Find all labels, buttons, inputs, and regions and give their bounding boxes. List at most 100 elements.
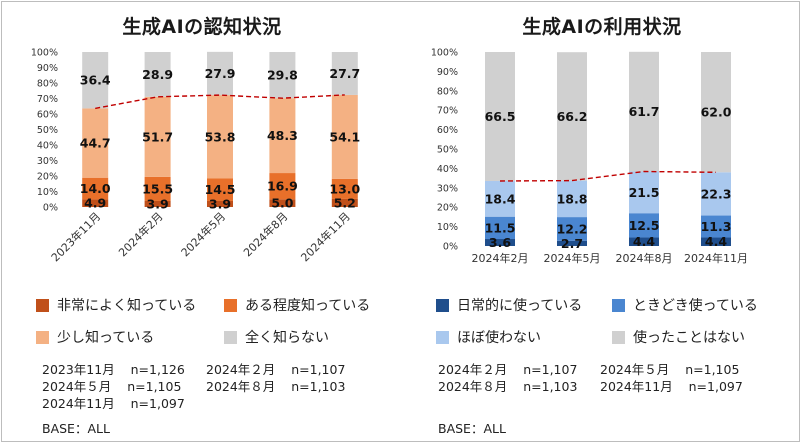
legend-swatch [612, 330, 625, 344]
bar-segment [269, 199, 296, 207]
trend-line [499, 170, 717, 182]
data-label: 62.0 [701, 105, 732, 120]
data-label: 5.2 [334, 195, 356, 210]
usage-panel: 生成AIの利用状況 0% 10% 20% 30% 40% 50% 60% 70% 80% 90% 1… [402, 2, 802, 443]
bar-segment [144, 200, 171, 207]
awareness-chart: 0% 10% 20% 30% 40% 50% 60% 70% 80% 90% 100% 4.914.0… [31, 48, 361, 265]
x-tick-label: 2024年5月 [544, 251, 601, 265]
base-note: BASE：ALL [438, 421, 506, 436]
legend-swatch [224, 298, 237, 312]
bar-segment [701, 52, 731, 173]
sample-size: 2024年11月 n=1,097 [600, 379, 743, 394]
data-label: 54.1 [329, 129, 360, 144]
data-label: 66.5 [485, 109, 516, 124]
data-label: 12.5 [629, 218, 660, 233]
legend-label: 使ったことはない [633, 330, 745, 346]
legend-label: ほぼ使わない [457, 330, 541, 346]
legend-swatch [612, 298, 625, 312]
data-label: 44.7 [80, 136, 111, 151]
bar-segment [701, 215, 731, 238]
legend-item-daily: 日常的に使っている [436, 295, 582, 315]
legend-item-never: 使ったことはない [612, 327, 745, 347]
base-note: BASE：ALL [42, 421, 110, 436]
data-label: 22.3 [701, 186, 732, 201]
y-tick-label: 30% [437, 183, 458, 194]
y-tick-label: 30% [37, 156, 58, 167]
bar-segment [82, 52, 109, 109]
legend-item-somewhat: ある程度知っている [224, 295, 370, 315]
bar-segment [144, 52, 171, 97]
legend-label: 非常によく知っている [57, 298, 197, 314]
y-tick-label: 90% [37, 63, 58, 74]
legend-swatch [436, 330, 449, 344]
legend-label: 少し知っている [57, 330, 155, 346]
y-tick-label: 10% [37, 187, 58, 198]
x-tick-label: 2024年11月 [298, 209, 353, 264]
y-tick-label: 60% [437, 125, 458, 136]
y-tick-label: 90% [437, 67, 458, 78]
y-tick-label: 60% [37, 110, 58, 121]
bar-segment [485, 181, 515, 217]
bar-segment [82, 108, 109, 178]
sample-size: 2023年11月 n=1,126 [42, 362, 185, 377]
legend-swatch [36, 298, 49, 312]
sample-size: 2024年11月 n=1,097 [42, 396, 185, 411]
data-label: 3.9 [147, 196, 169, 211]
data-label: 14.0 [80, 181, 111, 196]
data-label: 29.8 [267, 68, 298, 83]
bar-segment [144, 96, 171, 177]
bar-segment [629, 171, 659, 214]
data-label: 13.0 [329, 181, 360, 196]
legend-swatch [436, 298, 449, 312]
y-tick-label: 80% [37, 79, 58, 90]
bar-segment [144, 176, 171, 201]
sample-size: 2024年５月 n=1,105 [600, 362, 740, 377]
bar-segment [269, 173, 296, 200]
data-label: 53.8 [205, 129, 236, 144]
data-label: 16.9 [267, 179, 298, 194]
y-tick-label: 40% [37, 141, 58, 152]
bar-segment [331, 52, 358, 95]
bar-segment [701, 172, 731, 216]
y-tick-label: 40% [437, 164, 458, 175]
legend-swatch [224, 330, 237, 344]
y-tick-label: 100% [31, 48, 58, 59]
y-tick-label: 20% [37, 172, 58, 183]
x-tick-label: 2024年11月 [684, 251, 748, 265]
bar-segment [331, 198, 358, 207]
bar-segment [331, 178, 358, 199]
data-label: 61.7 [629, 104, 660, 119]
legend-swatch [36, 330, 49, 344]
data-label: 3.9 [209, 196, 231, 211]
data-label: 36.4 [80, 73, 111, 88]
data-label: 48.3 [267, 128, 298, 143]
legend-item-rarely: ほぼ使わない [436, 327, 541, 347]
y-tick-label: 100% [431, 48, 458, 59]
data-label: 4.4 [705, 234, 727, 249]
bar-segment [207, 200, 233, 207]
legend-item-sometimes: ときどき使っている [612, 295, 758, 315]
sample-size: 2024年５月 n=1,105 [42, 379, 182, 394]
bar-segment [557, 180, 587, 218]
data-label: 21.5 [629, 185, 660, 200]
bar-segment [269, 52, 296, 99]
bar-segment [629, 237, 659, 246]
legend-label: 日常的に使っている [457, 298, 583, 314]
sample-size: 2024年２月 n=1,107 [438, 362, 578, 377]
y-tick-label: 0% [43, 203, 58, 214]
y-tick-label: 20% [437, 203, 458, 214]
data-label: 28.9 [142, 67, 173, 82]
y-tick-label: 80% [437, 86, 458, 97]
x-tick-label: 2024年2月 [472, 251, 529, 265]
y-tick-label: 0% [443, 242, 458, 253]
legend-item-a-little: 少し知っている [36, 327, 154, 347]
data-label: 4.4 [633, 234, 655, 249]
bar-segment [485, 239, 515, 246]
sample-size: 2024年８月 n=1,103 [438, 379, 578, 394]
x-tick-label: 2024年8月 [240, 209, 290, 259]
y-tick-label: 70% [37, 94, 58, 105]
sample-size: 2024年８月 n=1,103 [206, 379, 346, 394]
legend-item-very-well: 非常によく知っている [36, 295, 196, 315]
legend-label: ある程度知っている [245, 298, 371, 314]
bar-segment [207, 95, 233, 179]
